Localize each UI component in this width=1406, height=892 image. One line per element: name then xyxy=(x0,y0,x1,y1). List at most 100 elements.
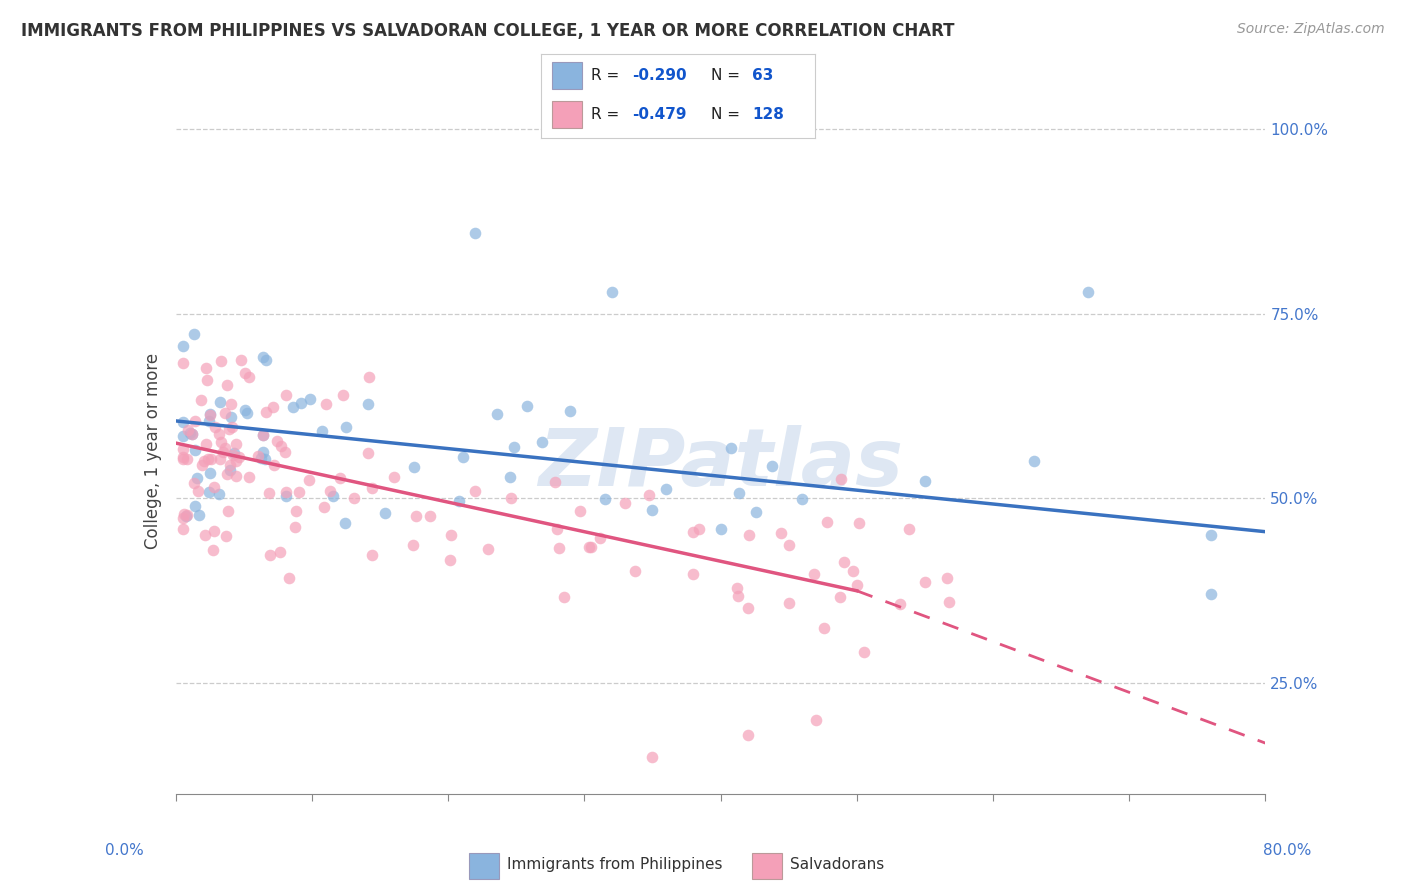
Point xyxy=(229,352,252,367)
Point xyxy=(208,451,231,466)
Point xyxy=(359,370,381,384)
Point xyxy=(228,450,250,464)
Point xyxy=(219,410,242,425)
Point xyxy=(194,528,217,542)
Point xyxy=(737,728,759,742)
Point xyxy=(209,394,232,409)
Point xyxy=(190,392,212,407)
Point xyxy=(172,356,194,370)
Point xyxy=(451,450,474,464)
Point xyxy=(191,458,214,472)
Text: R =: R = xyxy=(591,68,624,83)
Text: Salvadorans: Salvadorans xyxy=(790,857,884,872)
Point xyxy=(252,350,274,364)
Point xyxy=(274,489,297,503)
Point xyxy=(792,492,814,507)
Point xyxy=(516,399,538,413)
Point xyxy=(770,525,793,540)
Point xyxy=(322,489,344,503)
Point xyxy=(374,506,396,520)
Point xyxy=(546,523,568,537)
Point xyxy=(172,428,194,442)
Point xyxy=(1199,528,1222,542)
Text: 128: 128 xyxy=(752,107,785,122)
Point xyxy=(225,468,247,483)
Point xyxy=(803,566,825,581)
Point xyxy=(688,523,710,537)
Point xyxy=(184,499,207,513)
Text: Immigrants from Philippines: Immigrants from Philippines xyxy=(506,857,723,872)
Point xyxy=(257,486,280,500)
Point xyxy=(172,452,194,467)
Point xyxy=(402,538,425,552)
Point xyxy=(215,378,238,392)
Point xyxy=(315,397,337,411)
Point xyxy=(233,367,256,381)
Point xyxy=(848,516,870,530)
Point xyxy=(195,373,218,387)
Point xyxy=(936,571,959,585)
Point xyxy=(177,423,200,437)
Point xyxy=(187,483,209,498)
Point xyxy=(720,441,742,455)
Point xyxy=(197,414,219,428)
Point xyxy=(343,491,366,505)
Point xyxy=(202,480,225,494)
Point xyxy=(384,470,406,484)
Point xyxy=(813,621,835,635)
Point xyxy=(197,452,219,467)
Point xyxy=(172,522,194,536)
Point xyxy=(200,408,222,422)
Text: IMMIGRANTS FROM PHILIPPINES VS SALVADORAN COLLEGE, 1 YEAR OR MORE CORRELATION CH: IMMIGRANTS FROM PHILIPPINES VS SALVADORA… xyxy=(21,22,955,40)
Point xyxy=(728,485,751,500)
Point xyxy=(209,434,232,449)
Point xyxy=(449,493,471,508)
Point xyxy=(276,485,298,500)
Point xyxy=(314,500,336,515)
Text: Source: ZipAtlas.com: Source: ZipAtlas.com xyxy=(1237,22,1385,37)
Point xyxy=(830,590,852,604)
Point xyxy=(252,428,274,442)
Point xyxy=(281,400,304,414)
Point xyxy=(172,450,194,464)
Point xyxy=(914,575,936,590)
Point xyxy=(214,441,236,455)
Point xyxy=(176,508,198,523)
Point xyxy=(252,427,274,442)
Point xyxy=(311,424,333,438)
Point xyxy=(266,434,288,448)
Point xyxy=(238,369,260,384)
Point xyxy=(174,508,197,523)
Text: ZIPatlas: ZIPatlas xyxy=(538,425,903,503)
Point xyxy=(254,352,277,367)
Point xyxy=(778,597,800,611)
Point xyxy=(361,549,384,563)
Point xyxy=(356,396,378,410)
Point xyxy=(259,548,281,562)
Point xyxy=(464,226,486,240)
Text: 80.0%: 80.0% xyxy=(1264,843,1312,858)
Point xyxy=(204,420,226,434)
Point xyxy=(502,440,524,454)
Point xyxy=(198,409,221,423)
Point xyxy=(252,445,274,459)
Point xyxy=(181,426,204,441)
FancyBboxPatch shape xyxy=(553,101,582,128)
Point xyxy=(184,414,207,428)
Point xyxy=(578,540,600,554)
Point xyxy=(299,392,322,406)
Point xyxy=(172,511,194,525)
Point xyxy=(278,570,301,584)
Point xyxy=(477,541,499,556)
Point xyxy=(184,442,207,457)
Point xyxy=(212,444,235,458)
Point xyxy=(624,564,647,578)
Text: 63: 63 xyxy=(752,68,773,83)
Point xyxy=(357,446,380,460)
Point xyxy=(710,523,733,537)
Point xyxy=(219,458,242,472)
Point xyxy=(335,419,357,434)
Text: N =: N = xyxy=(711,107,745,122)
Point xyxy=(208,487,231,501)
Point xyxy=(360,481,382,495)
